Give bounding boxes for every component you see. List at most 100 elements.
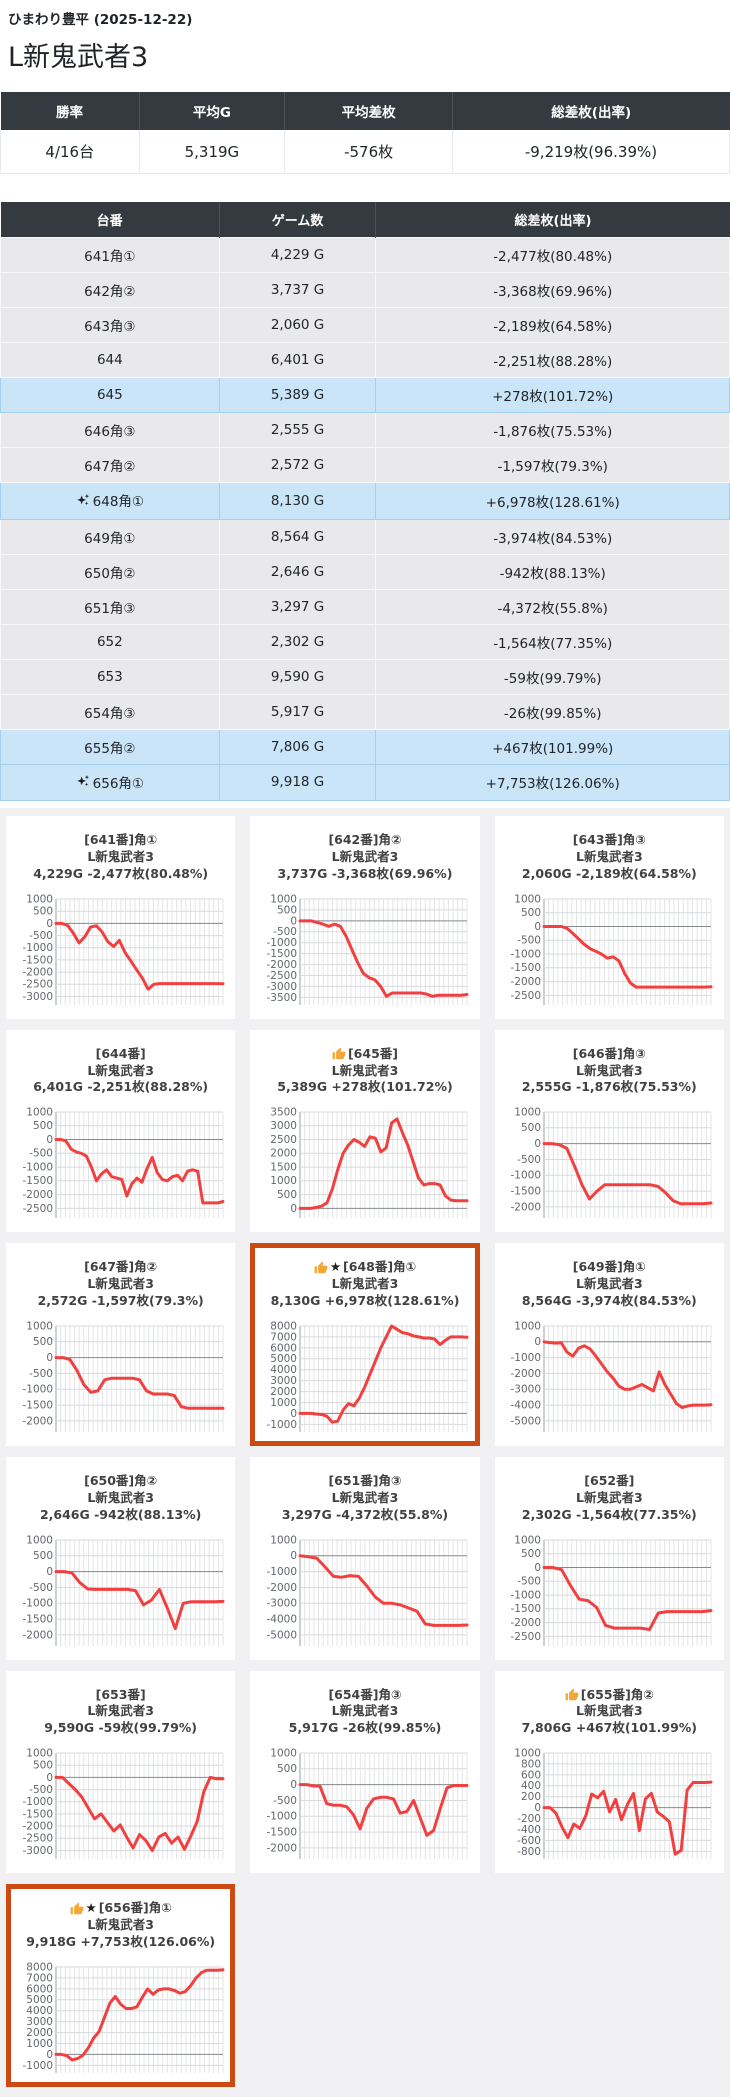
y-axis-label: -2000	[511, 1368, 542, 1380]
chart-title: [641番]角①	[10, 832, 231, 849]
machine-row[interactable]: 655角② 7,806 G +467枚(101.99%)	[0, 728, 730, 765]
y-axis-label: 500	[277, 1189, 297, 1201]
y-axis-label: 1000	[515, 1534, 542, 1546]
chart-subtitle: L新鬼武者3	[331, 1489, 399, 1505]
y-axis-label: -500	[517, 1154, 541, 1166]
machine-row[interactable]: 647角② 2,572 G -1,597枚(79.3%)	[0, 447, 730, 483]
y-axis-label: 1000	[26, 1748, 53, 1760]
chart-card[interactable]: [644番] L新鬼武者3 6,401G -2,251枚(88.28%) 1000 50…	[6, 1029, 236, 1233]
y-axis-label: -1500	[22, 1175, 53, 1187]
y-axis-label: 1500	[270, 1162, 297, 1174]
y-axis-label: 5000	[270, 1353, 297, 1365]
y-axis-label: -2000	[511, 976, 542, 988]
chart-card[interactable]: [655番]角② L新鬼武者3 7,806G +467枚(101.99%) 1000 8…	[494, 1670, 724, 1874]
chart-title: [646番]角③	[499, 1046, 720, 1063]
chart-stats: 5,389G +278枚(101.72%)	[277, 1079, 453, 1095]
y-axis-label: 1000	[270, 1534, 297, 1546]
chart-card[interactable]: [651番]角③ L新鬼武者3 3,297G -4,372枚(55.8%) 1000 0…	[250, 1456, 480, 1660]
y-axis-label: -2000	[22, 1629, 53, 1641]
chart-card[interactable]: [652番] L新鬼武者3 2,302G -1,564枚(77.35%) 1000 50…	[494, 1456, 724, 1660]
machine-number-cell: 656角①	[0, 763, 220, 801]
y-axis-label: 7000	[270, 1331, 297, 1343]
y-axis-label: -1000	[22, 1384, 53, 1396]
y-axis-label: -500	[273, 926, 297, 938]
y-axis-label: -1000	[22, 2060, 53, 2072]
sparkle-icon	[76, 774, 89, 787]
chart-machine-label: [641番]角①	[84, 832, 158, 847]
machine-row[interactable]: 643角③ 2,060 G -2,189枚(64.58%)	[0, 307, 730, 343]
chart-card[interactable]: ★ [648番]角① L新鬼武者3 8,130G +6,978枚(128.61%) 80…	[250, 1243, 480, 1446]
machine-number-cell: 644	[0, 342, 220, 378]
y-axis-label: -1000	[511, 1589, 542, 1601]
machine-row[interactable]: 650角② 2,646 G -942枚(88.13%)	[0, 553, 730, 590]
diff-medal-line	[542, 1565, 713, 1631]
y-axis-label: -2000	[22, 1821, 53, 1833]
summary-header-row: 勝率 平均G 平均差枚 総差枚(出率)	[0, 92, 730, 130]
chart-card[interactable]: ★ [656番]角① L新鬼武者3 9,918G +7,753枚(126.06%) 80…	[6, 1884, 236, 2087]
chart-machine-label: [643番]角③	[572, 832, 646, 847]
summary-value-cell: 4/16台	[0, 130, 140, 174]
y-axis-label: 0	[46, 1352, 53, 1364]
chart-subtitle: L新鬼武者3	[331, 1276, 399, 1292]
chart-stats: 8,130G +6,978枚(128.61%)	[270, 1293, 460, 1308]
y-axis-label: -2500	[511, 989, 542, 1001]
machine-number-cell: 641角①	[0, 237, 220, 273]
chart-subtitle: L新鬼武者3	[331, 1703, 399, 1719]
chart-card[interactable]: [650番]角② L新鬼武者3 2,646G -942枚(88.13%) 1000 50…	[6, 1456, 236, 1660]
chart-card[interactable]: [647番]角② L新鬼武者3 2,572G -1,597枚(79.3%) 1000 5…	[6, 1243, 236, 1446]
diff-medal-line	[542, 1780, 713, 1856]
chart-subtitle: L新鬼武者3	[575, 1276, 643, 1292]
machine-row[interactable]: 646角③ 2,555 G -1,876枚(75.53%)	[0, 412, 730, 448]
machine-row[interactable]: 641角① 4,229 G -2,477枚(80.48%)	[0, 237, 730, 273]
chart-card[interactable]: [646番]角③ L新鬼武者3 2,555G -1,876枚(75.53%) 1000…	[494, 1029, 724, 1233]
y-axis-label: -600	[517, 1835, 541, 1847]
chart-card[interactable]: [649番]角① L新鬼武者3 8,564G -3,974枚(84.53%) 1000…	[494, 1243, 724, 1446]
chart-card[interactable]: [642番]角② L新鬼武者3 3,737G -3,368枚(69.96%) 1000…	[250, 816, 480, 1019]
machine-row[interactable]: 648角① 8,130 G +6,978枚(128.61%)	[0, 482, 730, 520]
y-axis-label: -4000	[511, 1399, 542, 1411]
machine-row[interactable]: 642角② 3,737 G -3,368枚(69.96%)	[0, 272, 730, 308]
y-axis-label: 200	[521, 1791, 541, 1803]
summary-value-cell: -9,219枚(96.39%)	[451, 130, 730, 174]
y-axis-label: -1000	[22, 1796, 53, 1808]
chart-title: [645番]	[254, 1046, 475, 1063]
machine-row[interactable]: 651角③ 3,297 G -4,372枚(55.8%)	[0, 588, 730, 625]
y-axis-label: 500	[33, 1120, 53, 1132]
machine-row[interactable]: 653 9,590 G -59枚(99.79%)	[0, 658, 730, 695]
chart-card[interactable]: [643番]角③ L新鬼武者3 2,060G -2,189枚(64.58%) 1000…	[494, 816, 724, 1019]
chart-machine-label: [654番]角③	[328, 1686, 402, 1702]
diff-cell: +467枚(101.99%)	[375, 728, 730, 765]
chart-subtitle: L新鬼武者3	[331, 848, 399, 864]
machine-row[interactable]: 645 5,389 G +278枚(101.72%)	[0, 377, 730, 413]
chart-card[interactable]: [654番]角③ L新鬼武者3 5,917G -26枚(99.85%) 1000 500…	[250, 1670, 480, 1874]
machine-row[interactable]: 652 2,302 G -1,564枚(77.35%)	[0, 623, 730, 660]
chart-stats: 3,737G -3,368枚(69.96%)	[277, 865, 453, 881]
y-axis-label: 0	[46, 1134, 53, 1146]
y-axis-label: -1000	[511, 1170, 542, 1182]
chart-card[interactable]: [645番] L新鬼武者3 5,389G +278枚(101.72%) 3500 300…	[250, 1029, 480, 1233]
games-cell: 3,297 G	[218, 588, 377, 625]
y-axis-label: -500	[29, 1148, 53, 1160]
games-cell: 8,564 G	[218, 518, 377, 555]
y-axis-label: 0	[535, 921, 542, 933]
chart-subtitle: L新鬼武者3	[87, 1703, 154, 1719]
machine-row[interactable]: 644 6,401 G -2,251枚(88.28%)	[0, 342, 730, 378]
y-axis-label: 500	[521, 907, 541, 919]
chart-card[interactable]: [641番]角① L新鬼武者3 4,229G -2,477枚(80.48%) 1000…	[6, 816, 236, 1019]
diff-cell: -4,372枚(55.8%)	[375, 588, 730, 625]
diff-medal-line	[54, 1138, 225, 1205]
machine-row[interactable]: 656角① 9,918 G +7,753枚(126.06%)	[0, 763, 730, 801]
line-chart: 1000 0 -1000 -2000 -3000 -4000 -5000	[511, 1320, 713, 1432]
chart-card[interactable]: [653番] L新鬼武者3 9,590G -59枚(99.79%) 1000 500 0-…	[6, 1670, 236, 1874]
y-axis-label: -3000	[511, 1384, 542, 1396]
machine-row[interactable]: 649角① 8,564 G -3,974枚(84.53%)	[0, 518, 730, 555]
chart-stats: 3,297G -4,372枚(55.8%)	[281, 1506, 449, 1522]
machine-number-cell: 646角③	[0, 412, 220, 448]
games-cell: 2,302 G	[218, 623, 377, 660]
chart-subtitle: L新鬼武者3	[87, 848, 154, 864]
machine-row[interactable]: 654角③ 5,917 G -26枚(99.85%)	[0, 693, 730, 730]
chart-title: ★ [648番]角①	[255, 1259, 474, 1276]
chart-subtitle: L新鬼武者3	[575, 1489, 643, 1505]
